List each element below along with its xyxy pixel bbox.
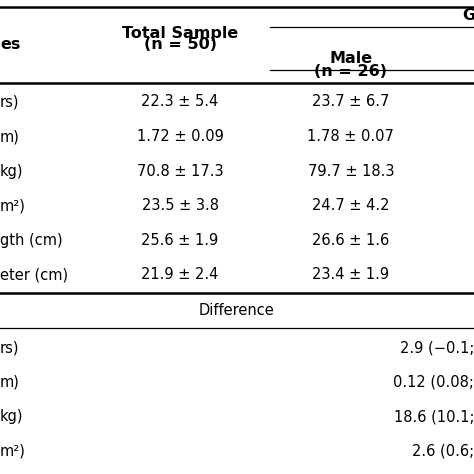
Text: 0.12 (0.08;: 0.12 (0.08; (393, 374, 474, 390)
Text: Difference: Difference (199, 303, 275, 319)
Text: 25.6 ± 1.9: 25.6 ± 1.9 (142, 233, 219, 248)
Text: 1.78 ± 0.07: 1.78 ± 0.07 (307, 129, 394, 144)
Text: 23.7 ± 6.7: 23.7 ± 6.7 (312, 94, 390, 109)
Text: es: es (0, 37, 20, 52)
Text: (n = 26): (n = 26) (314, 64, 387, 79)
Text: Total Sample: Total Sample (122, 26, 238, 41)
Text: m): m) (0, 129, 20, 144)
Text: (n = 50): (n = 50) (144, 37, 217, 52)
Text: kg): kg) (0, 409, 24, 424)
Text: m²): m²) (0, 444, 26, 459)
Text: 2.9 (−0.1;: 2.9 (−0.1; (400, 340, 474, 355)
Text: 22.3 ± 5.4: 22.3 ± 5.4 (142, 94, 219, 109)
Text: gth (cm): gth (cm) (0, 233, 63, 248)
Text: 23.4 ± 1.9: 23.4 ± 1.9 (312, 267, 389, 283)
Text: Male: Male (329, 51, 372, 66)
Text: rs): rs) (0, 94, 19, 109)
Text: 23.5 ± 3.8: 23.5 ± 3.8 (142, 198, 219, 213)
Text: G: G (463, 8, 474, 23)
Text: 21.9 ± 2.4: 21.9 ± 2.4 (141, 267, 219, 283)
Text: 26.6 ± 1.6: 26.6 ± 1.6 (312, 233, 389, 248)
Text: 18.6 (10.1;: 18.6 (10.1; (393, 409, 474, 424)
Text: kg): kg) (0, 164, 24, 179)
Text: 1.72 ± 0.09: 1.72 ± 0.09 (137, 129, 224, 144)
Text: 2.6 (0.6;: 2.6 (0.6; (412, 444, 474, 459)
Text: eter (cm): eter (cm) (0, 267, 68, 283)
Text: m): m) (0, 374, 20, 390)
Text: rs): rs) (0, 340, 19, 355)
Text: 79.7 ± 18.3: 79.7 ± 18.3 (308, 164, 394, 179)
Text: 24.7 ± 4.2: 24.7 ± 4.2 (312, 198, 390, 213)
Text: 70.8 ± 17.3: 70.8 ± 17.3 (137, 164, 223, 179)
Text: m²): m²) (0, 198, 26, 213)
